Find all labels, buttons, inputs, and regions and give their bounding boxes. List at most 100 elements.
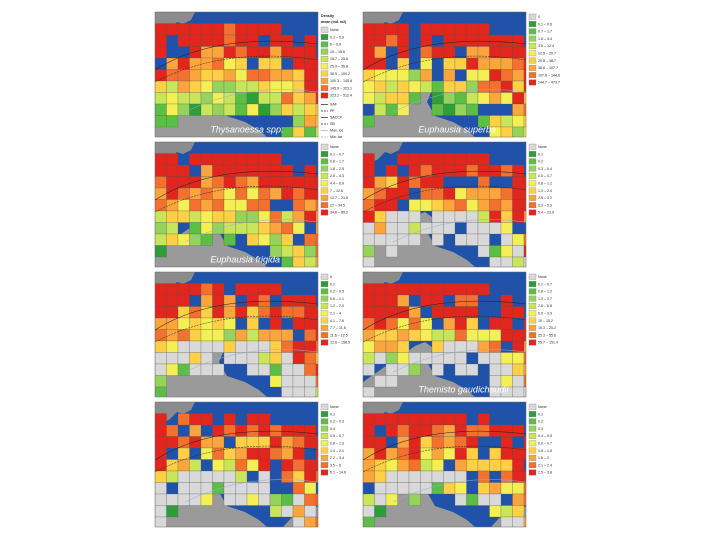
grid-cell	[374, 283, 387, 296]
map	[155, 272, 318, 397]
grid-cell	[454, 199, 467, 212]
grid-cell	[500, 164, 513, 177]
grid-cell	[454, 103, 467, 116]
grid-cell	[500, 470, 513, 483]
grid-cell	[408, 153, 421, 166]
grid-cell	[315, 69, 318, 82]
grid-cell	[292, 505, 305, 518]
grid-cell	[155, 447, 167, 460]
grid-cell	[363, 153, 375, 166]
front-line	[155, 55, 318, 83]
grid-cell	[363, 294, 375, 307]
legend-label: 7.7 – 11.5	[330, 326, 346, 330]
legend-label: 15.7 – 25.8	[330, 57, 348, 61]
grid-cell	[235, 436, 248, 449]
grid-cell	[500, 187, 513, 200]
grid-cell	[246, 482, 259, 495]
grid-cell	[374, 294, 387, 307]
grid-cell	[489, 164, 502, 177]
grid-cell	[512, 352, 525, 365]
grid-cell	[477, 80, 490, 93]
grid-cell	[155, 34, 167, 47]
grid-cell	[363, 317, 375, 330]
ice-line	[392, 89, 526, 113]
grid-cell	[304, 352, 317, 365]
legend-swatch	[528, 288, 537, 295]
legend-swatch	[320, 41, 329, 48]
grid-cell	[454, 317, 467, 330]
grid-cell	[269, 233, 282, 246]
grid-cell	[523, 187, 526, 200]
grid-cell	[212, 363, 225, 376]
grid-cell	[431, 222, 444, 235]
grid-cell	[477, 340, 490, 353]
grid-cell	[281, 245, 294, 258]
legend-label: 0	[538, 15, 540, 19]
grid-cell	[246, 187, 259, 200]
grid-cell	[408, 459, 421, 472]
grid-cell	[281, 222, 294, 235]
grid-cell	[408, 210, 421, 223]
grid-cell	[363, 424, 375, 437]
legend-label: 0	[330, 275, 332, 279]
grid-cell	[177, 294, 190, 307]
grid-cell	[454, 187, 467, 200]
front-line	[363, 430, 526, 461]
grid-cell	[212, 23, 225, 36]
grid-cell	[315, 470, 318, 483]
legend-label: 11.6 – 12.5	[330, 333, 348, 337]
grid-cell	[166, 329, 179, 342]
grid-cell	[166, 187, 179, 200]
grid-cell	[200, 482, 213, 495]
legend-label: 10 – 15.6	[330, 50, 345, 54]
legend-swatch	[528, 79, 537, 86]
grid-cell	[523, 126, 526, 137]
grid-cell	[512, 306, 525, 319]
grid-cell	[292, 459, 305, 472]
grid-cell	[466, 23, 479, 36]
legend-swatch	[320, 143, 329, 150]
grid-cell	[420, 413, 433, 426]
grid-cell	[269, 222, 282, 235]
grid-cell	[189, 340, 202, 353]
grid-cell	[223, 493, 236, 506]
grid-cell	[281, 103, 294, 116]
grid-cell	[397, 424, 410, 437]
grid-cell	[200, 413, 213, 426]
grid-cell	[512, 363, 525, 376]
grid-cell	[235, 482, 248, 495]
grid-cell	[523, 176, 526, 189]
legend-swatch	[528, 202, 537, 209]
grid-cell	[177, 340, 190, 353]
legend-swatch	[528, 21, 537, 27]
grid-cell	[385, 34, 398, 47]
grid-cell	[385, 187, 398, 200]
grid-cell	[397, 222, 410, 235]
legend-swatch	[320, 85, 329, 92]
grid-cell	[385, 80, 398, 93]
grid-cell	[269, 424, 282, 437]
legend-swatch	[320, 26, 329, 33]
legend-label: None	[538, 145, 547, 149]
grid-cell	[189, 23, 202, 36]
grid-cell	[212, 482, 225, 495]
grid-cell	[443, 23, 456, 36]
grid-cell	[304, 57, 317, 70]
legend-label: 4.4 – 6.9	[330, 181, 344, 185]
legend-label: 6.1 – 14.6	[330, 471, 346, 475]
legend-swatch	[528, 339, 537, 346]
grid-cell	[385, 92, 398, 105]
map-frame	[362, 401, 527, 528]
legend: None 0.1 0.2 0.3 – 0.4 0.5 – 0.7 0.8 – 1.2 1.3…	[528, 143, 554, 216]
grid-cell	[431, 459, 444, 472]
legend-swatch	[320, 433, 329, 439]
grid-cell	[374, 470, 387, 483]
grid-cell	[500, 92, 513, 105]
grid-cell	[500, 482, 513, 495]
grid-cell	[269, 187, 282, 200]
grid-cell	[374, 436, 387, 449]
grid-cell	[512, 34, 525, 47]
grid-cell	[443, 413, 456, 426]
grid-cell	[269, 447, 282, 460]
grid-cell	[431, 23, 444, 36]
